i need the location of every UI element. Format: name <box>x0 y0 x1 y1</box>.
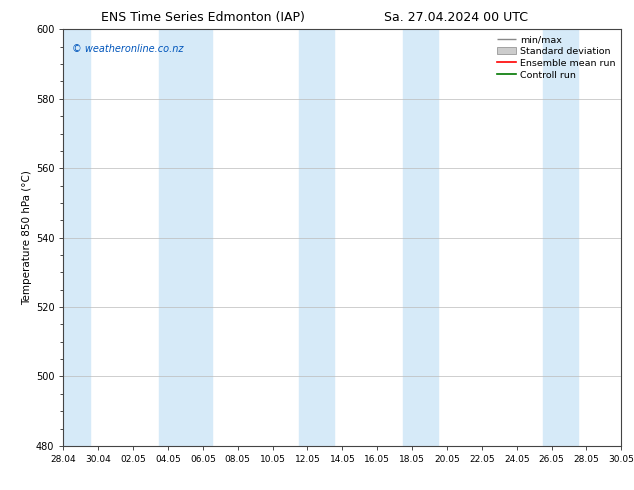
Bar <box>403 29 438 446</box>
Bar <box>159 29 212 446</box>
Bar <box>543 29 578 446</box>
Text: Sa. 27.04.2024 00 UTC: Sa. 27.04.2024 00 UTC <box>384 11 529 24</box>
Bar <box>63 29 89 446</box>
Legend: min/max, Standard deviation, Ensemble mean run, Controll run: min/max, Standard deviation, Ensemble me… <box>494 31 619 83</box>
Text: © weatheronline.co.nz: © weatheronline.co.nz <box>72 44 183 54</box>
Y-axis label: Temperature 850 hPa (°C): Temperature 850 hPa (°C) <box>22 170 32 305</box>
Text: ENS Time Series Edmonton (IAP): ENS Time Series Edmonton (IAP) <box>101 11 305 24</box>
Bar <box>299 29 333 446</box>
